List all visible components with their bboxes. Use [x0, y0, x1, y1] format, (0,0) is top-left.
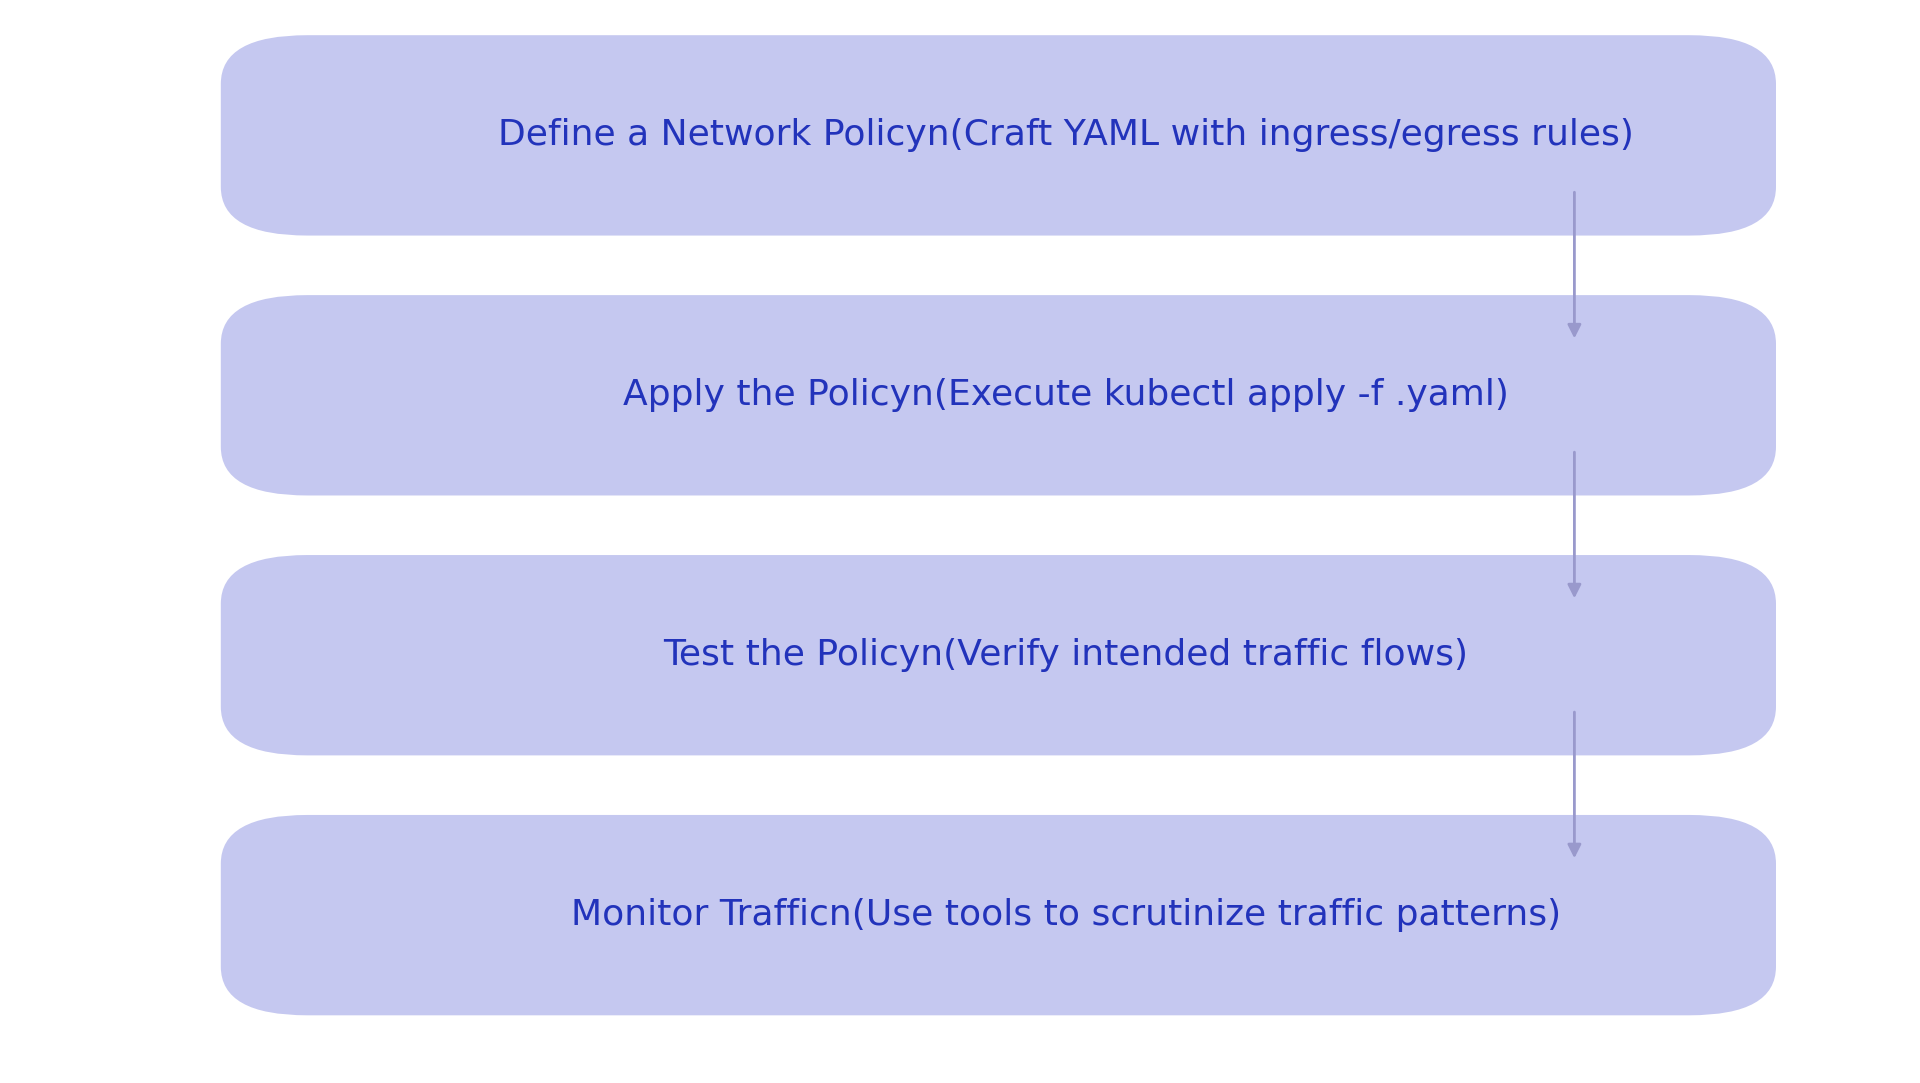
FancyBboxPatch shape: [221, 554, 1776, 756]
Text: Test the Policyn(Verify intended traffic flows): Test the Policyn(Verify intended traffic…: [662, 638, 1469, 673]
Text: Monitor Trafficn(Use tools to scrutinize traffic patterns): Monitor Trafficn(Use tools to scrutinize…: [570, 898, 1561, 932]
FancyBboxPatch shape: [221, 35, 1776, 236]
FancyBboxPatch shape: [221, 814, 1776, 1016]
Text: Apply the Policyn(Execute kubectl apply -f .yaml): Apply the Policyn(Execute kubectl apply …: [622, 378, 1509, 413]
FancyBboxPatch shape: [221, 295, 1776, 496]
Text: Define a Network Policyn(Craft YAML with ingress/egress rules): Define a Network Policyn(Craft YAML with…: [497, 118, 1634, 153]
